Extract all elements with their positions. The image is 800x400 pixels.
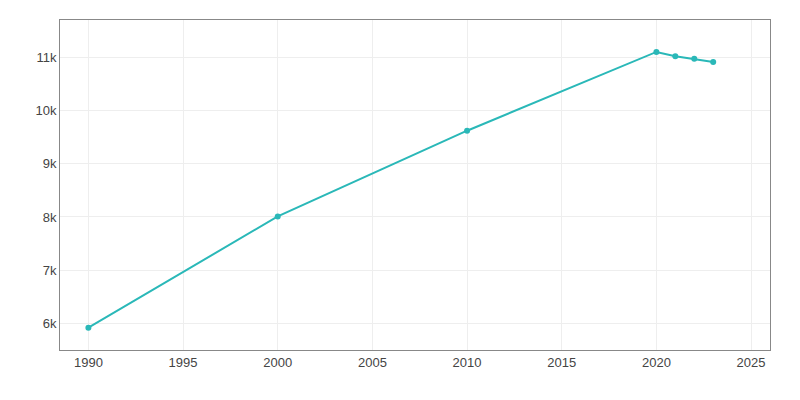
svg-text:2025: 2025 bbox=[737, 355, 766, 370]
svg-text:6k: 6k bbox=[43, 316, 57, 331]
svg-text:2000: 2000 bbox=[263, 355, 292, 370]
svg-text:2020: 2020 bbox=[642, 355, 671, 370]
svg-text:9k: 9k bbox=[43, 156, 57, 171]
svg-text:11k: 11k bbox=[36, 50, 56, 65]
svg-text:2015: 2015 bbox=[547, 355, 576, 370]
svg-text:8k: 8k bbox=[43, 209, 57, 224]
svg-text:7k: 7k bbox=[43, 263, 57, 278]
svg-text:2010: 2010 bbox=[453, 355, 482, 370]
svg-text:1995: 1995 bbox=[169, 355, 198, 370]
svg-text:10k: 10k bbox=[35, 103, 56, 118]
svg-text:1990: 1990 bbox=[74, 355, 103, 370]
svg-text:2005: 2005 bbox=[358, 355, 387, 370]
